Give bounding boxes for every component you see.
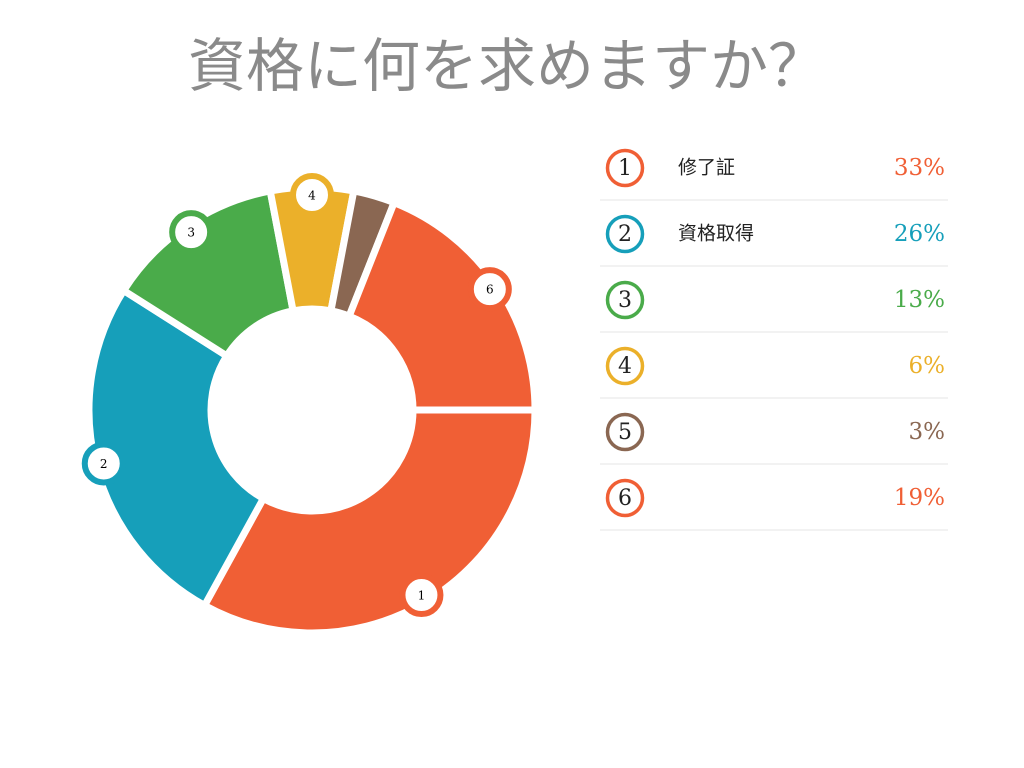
slice-marker-label: 2 bbox=[100, 457, 108, 471]
legend-value: 33% bbox=[894, 155, 945, 181]
legend-number: 6 bbox=[618, 486, 632, 511]
legend-label: 資格取得 bbox=[678, 223, 754, 245]
legend-value: 6% bbox=[909, 353, 946, 379]
slice bbox=[344, 198, 539, 414]
legend-value: 19% bbox=[894, 485, 945, 511]
slice-marker-label: 6 bbox=[486, 283, 494, 297]
legend-number: 3 bbox=[618, 288, 632, 313]
legend-number: 4 bbox=[618, 354, 632, 379]
legend-number: 1 bbox=[618, 156, 632, 181]
legend-label: 修了証 bbox=[678, 157, 735, 179]
slice bbox=[199, 406, 539, 637]
legend-value: 13% bbox=[894, 287, 945, 313]
legend-value: 26% bbox=[894, 221, 945, 247]
legend-marker bbox=[605, 412, 645, 452]
slice-marker bbox=[81, 441, 126, 486]
legend-number: 5 bbox=[618, 420, 632, 445]
chart-title: 資格に何を求めますか？ bbox=[188, 32, 826, 100]
slice-marker bbox=[290, 173, 334, 217]
slice-marker bbox=[399, 573, 444, 618]
legend-value: 3% bbox=[909, 419, 946, 445]
legend-marker bbox=[605, 478, 645, 518]
slice-marker-label: 3 bbox=[187, 226, 195, 240]
slice bbox=[118, 186, 298, 361]
slice-marker bbox=[467, 267, 512, 312]
slice-marker-label: 1 bbox=[418, 589, 426, 603]
legend-marker bbox=[605, 148, 645, 188]
legend-marker bbox=[605, 214, 645, 254]
legend-marker bbox=[605, 280, 645, 320]
slice-marker bbox=[169, 210, 214, 255]
slice-marker-label: 4 bbox=[308, 189, 316, 203]
legend-marker bbox=[605, 346, 645, 386]
slice bbox=[85, 285, 269, 611]
legend-number: 2 bbox=[618, 222, 632, 247]
